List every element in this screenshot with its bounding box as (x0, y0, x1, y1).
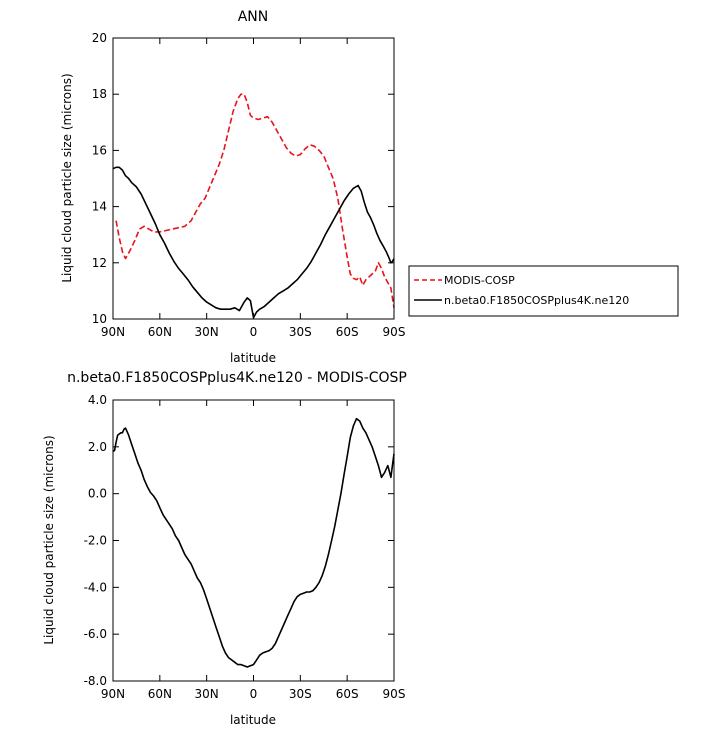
chart-title: n.beta0.F1850COSPplus4K.ne120 - MODIS-CO… (67, 370, 407, 386)
legend-entry-model: n.beta0.F1850COSPplus4K.ne120 (444, 294, 629, 307)
x-tick-label: 90S (383, 687, 406, 701)
y-tick-label: 14 (92, 200, 107, 214)
x-tick-label: 30N (195, 687, 219, 701)
y-tick-label: 4.0 (88, 393, 107, 407)
y-tick-label: -2.0 (84, 534, 107, 548)
series-line-modis-cosp (115, 93, 395, 308)
panel-top: ANN Liquid cloud particle size (microns)… (60, 9, 679, 365)
legend-box (408, 265, 679, 317)
x-tick-label: 0 (250, 325, 258, 339)
x-tick-label: 90S (383, 325, 406, 339)
y-tick-label: 10 (92, 312, 107, 326)
y-tick-label: 18 (92, 87, 107, 101)
x-tick-label: 30N (195, 325, 219, 339)
y-tick-label: 12 (92, 256, 107, 270)
series-line-n-beta0-f1850cospplus4k-ne120 (112, 166, 395, 319)
x-tick-label: 60S (336, 687, 359, 701)
legend-entry-modis: MODIS-COSP (444, 274, 515, 287)
chart-title: ANN (238, 9, 269, 25)
x-tick-label: 0 (250, 687, 258, 701)
y-tick-label: -8.0 (84, 674, 107, 688)
panel-bottom: n.beta0.F1850COSPplus4K.ne120 - MODIS-CO… (42, 370, 407, 727)
y-tick-label: 2.0 (88, 440, 107, 454)
y-tick-label: 16 (92, 143, 107, 157)
y-axis-label: Liquid cloud particle size (microns) (60, 73, 74, 282)
x-tick-label: 90N (101, 325, 125, 339)
y-tick-label: -6.0 (84, 627, 107, 641)
y-axis-label: Liquid cloud particle size (microns) (42, 435, 56, 644)
y-tick-label: -4.0 (84, 580, 107, 594)
legend: MODIS-COSP n.beta0.F1850COSPplus4K.ne120 (408, 265, 679, 317)
series-line-difference (112, 417, 395, 668)
x-tick-label: 60S (336, 325, 359, 339)
x-tick-label: 90N (101, 687, 125, 701)
x-axis-label: latitude (230, 351, 276, 365)
x-tick-label: 30S (289, 687, 312, 701)
y-tick-label: 20 (92, 31, 107, 45)
x-axis-label: latitude (230, 713, 276, 727)
plot-frame (112, 399, 395, 682)
x-tick-label: 60N (148, 325, 172, 339)
plot-frame (112, 37, 395, 320)
x-tick-label: 60N (148, 687, 172, 701)
y-tick-label: 0.0 (88, 487, 107, 501)
x-tick-label: 30S (289, 325, 312, 339)
